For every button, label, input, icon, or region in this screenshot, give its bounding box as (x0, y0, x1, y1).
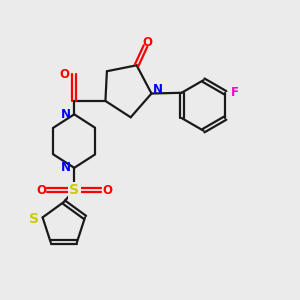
Text: S: S (29, 212, 39, 226)
Text: O: O (142, 36, 152, 49)
Text: O: O (36, 184, 46, 196)
Text: N: N (61, 108, 71, 121)
Text: S: S (69, 183, 79, 197)
Text: O: O (103, 184, 112, 196)
Text: O: O (60, 68, 70, 81)
Text: N: N (153, 82, 163, 96)
Text: F: F (231, 86, 239, 99)
Text: N: N (61, 161, 71, 174)
